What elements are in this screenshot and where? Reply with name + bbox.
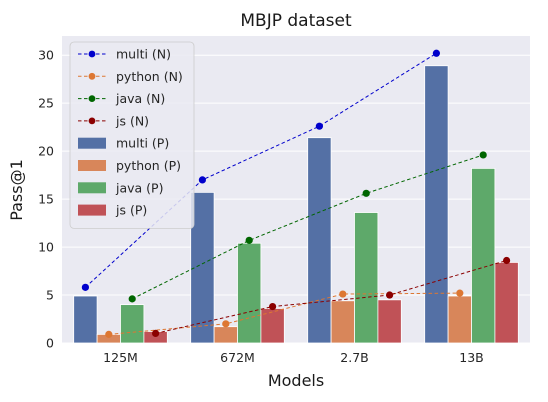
data-point bbox=[362, 189, 370, 197]
x-tick-label: 672M bbox=[220, 350, 255, 365]
bar bbox=[120, 304, 145, 344]
y-tick-label: 20 bbox=[38, 144, 54, 159]
data-point bbox=[81, 283, 89, 291]
data-point bbox=[198, 176, 206, 184]
data-point bbox=[456, 289, 464, 297]
legend-marker bbox=[88, 95, 96, 102]
legend-bar-swatch bbox=[78, 137, 106, 149]
legend-box bbox=[69, 41, 195, 229]
series-line bbox=[85, 52, 437, 288]
bar bbox=[494, 262, 519, 344]
x-tick-label: 2.7B bbox=[340, 350, 368, 365]
y-axis-ticks: 0 5 10 15 20 25 30 bbox=[38, 48, 54, 351]
bar bbox=[330, 300, 355, 344]
legend-label: python (P) bbox=[116, 158, 181, 173]
bar bbox=[354, 212, 379, 344]
data-point bbox=[479, 151, 487, 159]
legend-bar-swatch bbox=[78, 160, 106, 171]
y-tick-label: 0 bbox=[46, 336, 54, 351]
data-point bbox=[128, 295, 136, 303]
data-point bbox=[152, 329, 160, 338]
y-tick-label: 5 bbox=[46, 288, 54, 303]
legend-label: java (P) bbox=[115, 180, 163, 195]
legend-label: js (P) bbox=[115, 203, 147, 218]
chart-title: MBJP dataset bbox=[240, 11, 352, 31]
x-tick-label: 125M bbox=[103, 350, 138, 365]
bar bbox=[307, 137, 332, 344]
y-tick-label: 15 bbox=[38, 192, 54, 207]
bar bbox=[73, 295, 98, 344]
series-lines bbox=[81, 49, 511, 338]
legend-marker bbox=[88, 50, 96, 58]
data-point bbox=[269, 302, 277, 311]
data-point bbox=[432, 49, 440, 57]
x-axis-ticks: 125M 672M 2.7B 13B bbox=[103, 350, 484, 365]
series-line bbox=[108, 292, 460, 335]
data-point bbox=[315, 122, 323, 130]
bar bbox=[213, 326, 238, 344]
legend: multi (N) python (N) java (N) js (N) multi (… bbox=[69, 41, 195, 229]
bar bbox=[424, 65, 449, 344]
x-axis-label: Models bbox=[268, 371, 324, 390]
bar bbox=[190, 191, 215, 344]
data-point bbox=[386, 291, 394, 299]
legend-label: python (N) bbox=[116, 69, 183, 84]
data-point bbox=[222, 320, 230, 328]
y-axis-label: Pass@1 bbox=[7, 159, 26, 221]
data-point bbox=[245, 236, 253, 244]
legend-label: multi (P) bbox=[116, 136, 169, 151]
bar bbox=[237, 242, 262, 344]
x-tick-label: 13B bbox=[459, 350, 483, 365]
legend-label: java (N) bbox=[115, 91, 165, 106]
legend-marker bbox=[88, 117, 96, 125]
bar bbox=[377, 299, 402, 344]
legend-label: js (N) bbox=[115, 113, 149, 128]
legend-marker bbox=[88, 72, 96, 80]
y-tick-label: 25 bbox=[38, 96, 54, 111]
y-tick-label: 10 bbox=[38, 240, 54, 255]
series-line bbox=[155, 260, 507, 334]
y-tick-label: 30 bbox=[38, 48, 54, 63]
legend-bar-swatch bbox=[78, 182, 106, 194]
data-point bbox=[503, 256, 511, 265]
bar bbox=[471, 167, 496, 344]
bars bbox=[73, 65, 519, 344]
data-point bbox=[339, 290, 347, 298]
bar bbox=[447, 295, 472, 344]
legend-bar-swatch bbox=[78, 204, 106, 216]
data-point bbox=[105, 330, 113, 338]
series-line bbox=[131, 154, 484, 300]
legend-label: multi (N) bbox=[116, 47, 171, 62]
